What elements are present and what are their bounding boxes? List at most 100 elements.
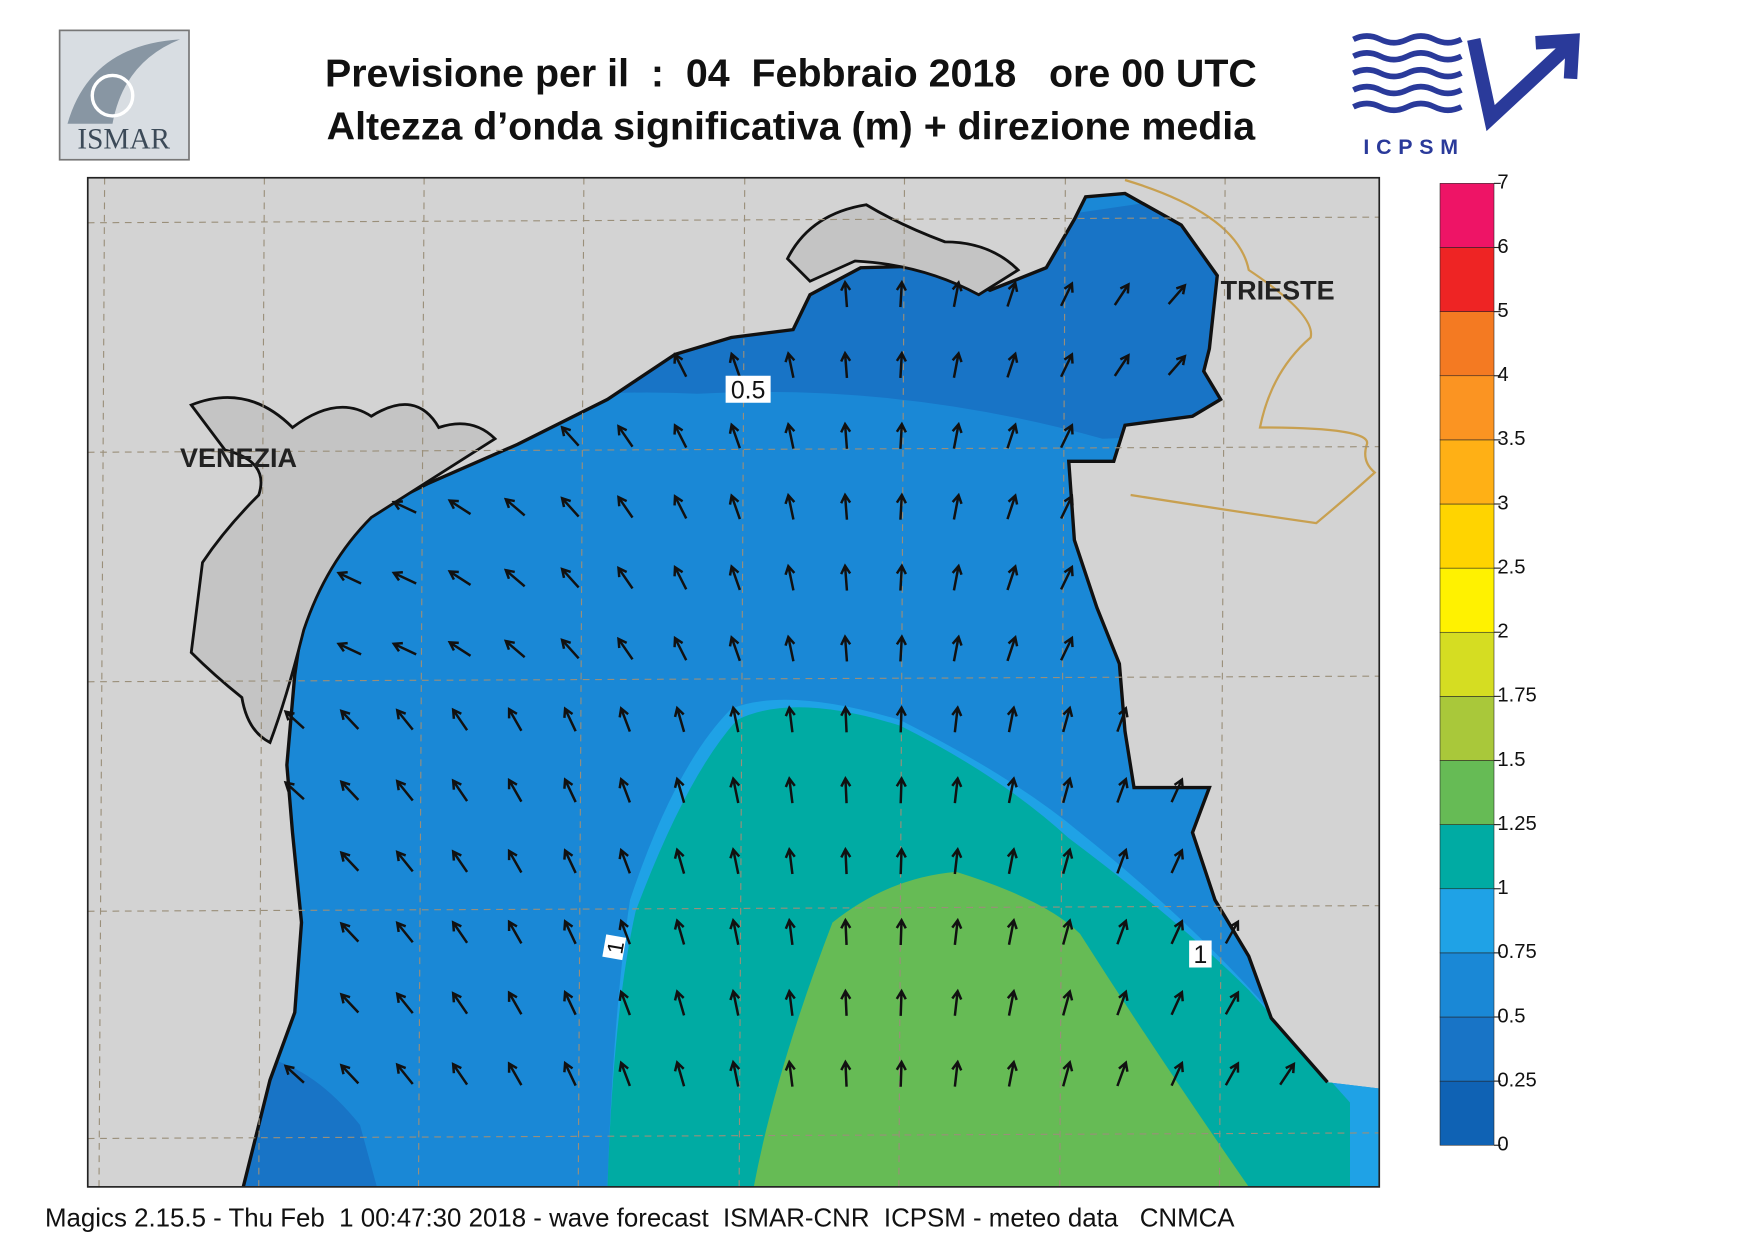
colorbar-segment: [1439, 567, 1495, 633]
direction-arrow: [336, 571, 362, 585]
contour-label-box: 0.5 1 1: [602, 375, 1212, 969]
direction-arrow: [895, 917, 907, 946]
direction-arrow: [283, 1064, 305, 1084]
direction-arrow: [395, 708, 414, 731]
place-label: VENEZIA: [180, 443, 297, 473]
direction-arrow: [507, 1061, 523, 1086]
direction-arrow: [618, 1060, 632, 1087]
direction-arrow: [1170, 989, 1184, 1016]
direction-arrow: [560, 496, 580, 518]
colorbar-tick-label: 4: [1497, 364, 1508, 386]
map-area: VENEZIA TRIESTE 0.5 1 1: [87, 177, 1380, 1187]
direction-arrow: [1061, 1060, 1074, 1087]
map-subtitle: Altezza d’onda significativa (m) + direz…: [327, 105, 1257, 149]
direction-arrow: [951, 634, 963, 662]
direction-arrow: [784, 776, 796, 804]
direction-arrow: [1167, 354, 1187, 376]
direction-arrow: [673, 705, 686, 733]
direction-arrow: [391, 571, 417, 585]
direction-arrow: [1059, 493, 1074, 520]
direction-arrow: [447, 499, 472, 516]
direction-arrow: [729, 776, 741, 804]
graticule: [87, 1132, 1380, 1140]
colorbar: 0 0.25 0.5 0.75 1 1.25 1.5 1.75 2 2.5 3 3.5 4 5 6 7: [1439, 172, 1537, 1156]
colorbar-segment: [1439, 503, 1495, 569]
direction-arrow: [1170, 1060, 1184, 1087]
contour-label: 1: [602, 939, 629, 956]
direction-arrow: [503, 639, 526, 659]
direction-arrow: [563, 1060, 577, 1087]
direction-arrow: [729, 847, 741, 875]
direction-arrow: [840, 350, 852, 379]
direction-arrow: [951, 421, 963, 449]
direction-arrow: [673, 1060, 686, 1087]
direction-arrow: [1006, 988, 1018, 1016]
direction-arrow: [617, 565, 634, 590]
colorbar-segment: [1439, 696, 1495, 761]
graticule: [87, 216, 1380, 224]
colorbar-segment: [1439, 760, 1495, 825]
colorbar-tick-label: 6: [1497, 236, 1508, 258]
colorbar-tick-label: 7: [1497, 172, 1508, 194]
direction-arrow: [1006, 493, 1019, 520]
direction-arrow: [1224, 990, 1240, 1015]
direction-arrow: [1170, 919, 1184, 945]
direction-arrow: [951, 1059, 963, 1087]
direction-arrow: [840, 988, 852, 1016]
direction-arrow: [1167, 283, 1187, 305]
direction-arrow: [1113, 353, 1130, 377]
direction-arrow: [1116, 989, 1129, 1016]
direction-arrow: [618, 918, 632, 945]
colorbar-tick-label: 0.25: [1497, 1069, 1536, 1091]
direction-arrow: [451, 707, 469, 731]
direction-arrow: [728, 564, 742, 591]
colorbar-segment: [1439, 375, 1495, 441]
direction-arrow: [507, 990, 523, 1015]
direction-arrow: [784, 492, 796, 520]
direction-arrow: [1113, 282, 1130, 306]
direction-arrow: [1059, 423, 1074, 449]
direction-arrow: [951, 705, 963, 733]
direction-arrow: [728, 635, 742, 662]
colorbar-tick-label: 0: [1497, 1134, 1508, 1156]
direction-arrow: [1116, 776, 1129, 803]
logo-text: ISMAR: [77, 124, 170, 156]
direction-arrow: [563, 706, 577, 732]
direction-arrow: [618, 706, 632, 733]
direction-arrow: [1061, 847, 1074, 875]
colorbar-tick-label: 1: [1497, 877, 1508, 899]
direction-arrow: [617, 495, 634, 519]
direction-arrow: [840, 917, 852, 946]
direction-arrow: [563, 777, 577, 803]
direction-arrow: [1006, 564, 1019, 591]
direction-arrow: [395, 991, 414, 1014]
direction-arrow: [784, 705, 796, 733]
direction-arrow: [951, 351, 963, 379]
direction-arrow: [840, 634, 852, 662]
colorbar-tick-label: 1.75: [1497, 685, 1536, 707]
direction-arrow: [673, 918, 686, 945]
direction-arrow: [339, 921, 360, 943]
icpsm-logo: ICPSM: [1352, 33, 1580, 159]
direction-arrow: [951, 988, 963, 1016]
direction-arrow: [673, 635, 688, 661]
direction-arrow: [895, 776, 907, 804]
direction-arrow: [1116, 847, 1129, 874]
direction-arrow: [395, 850, 414, 873]
colorbar-tick-label: 2: [1497, 621, 1508, 643]
ismar-logo: ISMAR: [58, 29, 190, 161]
direction-arrow: [563, 848, 577, 874]
direction-arrow: [784, 988, 796, 1016]
direction-arrow: [1006, 1059, 1018, 1087]
direction-arrow: [395, 779, 414, 802]
direction-arrow: [728, 422, 742, 449]
direction-arrow: [840, 492, 852, 520]
direction-arrow: [951, 776, 963, 804]
direction-arrow: [1061, 776, 1074, 804]
direction-arrow: [784, 351, 796, 378]
graticule: [87, 675, 1380, 683]
direction-arrow: [840, 279, 852, 308]
direction-arrow: [895, 563, 907, 591]
colorbar-tick-label: 0.5: [1497, 1005, 1525, 1027]
